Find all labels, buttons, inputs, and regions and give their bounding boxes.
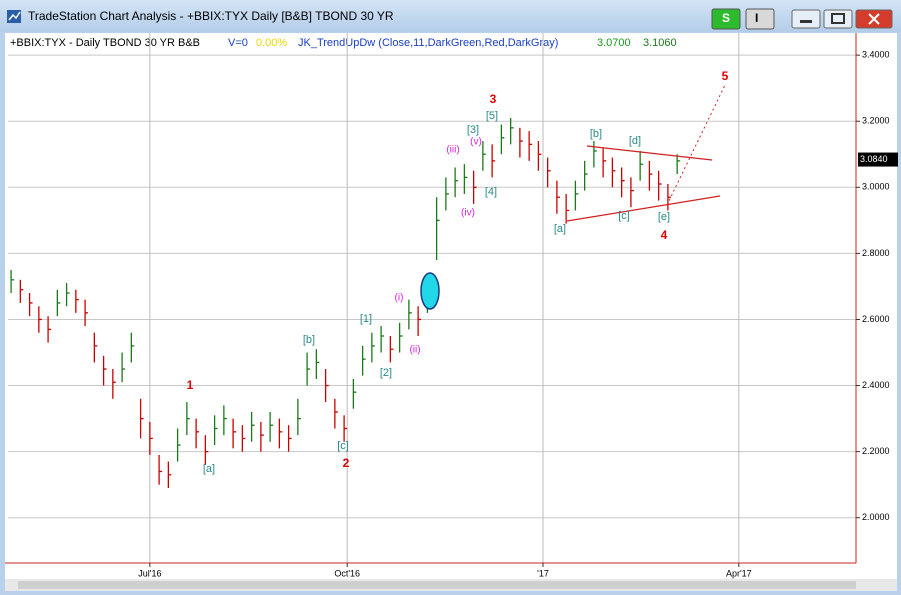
y-tick-label: 3.4000 [862,50,890,60]
last-price-box [858,152,898,167]
volume-info: V=0 [228,37,248,49]
symbol-info: +BBIX:TYX - Daily TBOND 30 YR B&B [10,37,200,49]
s-button-label[interactable]: S [722,11,730,25]
wave-label: [5] [486,110,498,122]
wave-label: [4] [485,186,497,198]
wave-label: (v) [470,137,482,148]
wave-label: [b] [590,128,602,140]
wave-label: [a] [554,223,566,235]
wave-label: [b] [303,334,315,346]
i-button-label[interactable]: I [755,11,758,25]
highlight-ellipse [420,272,440,310]
indicator-info: JK_TrendUpDw (Close,11,DarkGreen,Red,Dar… [298,37,558,49]
y-tick-label: 2.4000 [862,380,890,390]
wave-label: 3 [490,92,497,106]
wave-label: 1 [187,378,194,392]
wave-labels: 3 [5] [3](v) (iii) [4] (iv) [b] [d] [c] [a] [e] 4 5 1… [187,69,729,475]
last-price-label: 3.0840 [860,154,888,164]
projection-line [666,84,726,206]
wave-label: 2 [343,456,350,470]
s-button[interactable] [711,8,741,30]
y-tick-label: 2.2000 [862,446,890,456]
x-tick-label: Oct'16 [334,568,360,578]
wave-label: [1] [360,313,372,325]
x-tick-label: Jul'16 [138,568,161,578]
close-glyph [868,13,880,25]
window-title: TradeStation Chart Analysis - +BBIX:TYX … [28,9,394,23]
wave-label: 5 [722,69,729,83]
wave-label: (iv) [461,208,475,219]
grid [8,33,856,563]
x-tick-label: Apr'17 [726,568,752,578]
indicator-value: 3.0700 [597,37,631,49]
y-tick-label: 2.8000 [862,248,890,258]
y-tick-label: 3.0000 [862,182,890,192]
wave-label: [d] [629,135,641,147]
price-bars [10,117,681,488]
wave-label: (ii) [409,345,420,356]
scroll-thumb[interactable] [18,581,856,589]
trendline [566,195,721,222]
wave-label: [2] [380,367,392,379]
minimize-button[interactable] [791,9,821,29]
wave-label: (i) [395,293,404,304]
y-tick-label: 3.2000 [862,116,890,126]
wave-label: [c] [618,210,630,222]
trendline [586,145,713,161]
y-tick-label: 2.6000 [862,314,890,324]
maximize-glyph [831,13,845,24]
x-tick-label: '17 [537,568,549,578]
wave-label: [a] [203,463,215,475]
indicator-value: 3.1060 [643,37,677,49]
wave-label: [c] [337,440,349,452]
chart-area [5,33,897,591]
y-tick-label: 2.0000 [862,512,890,522]
wave-label: [3] [467,124,479,136]
wave-label: [e] [658,211,670,223]
app-icon-glyph [8,11,21,21]
i-button[interactable] [745,8,775,30]
change-info: 0.00% [256,37,287,49]
wave-label: 4 [661,228,668,242]
wave-label: (iii) [446,145,459,156]
minimize-glyph [800,20,812,23]
maximize-button[interactable] [823,9,853,29]
